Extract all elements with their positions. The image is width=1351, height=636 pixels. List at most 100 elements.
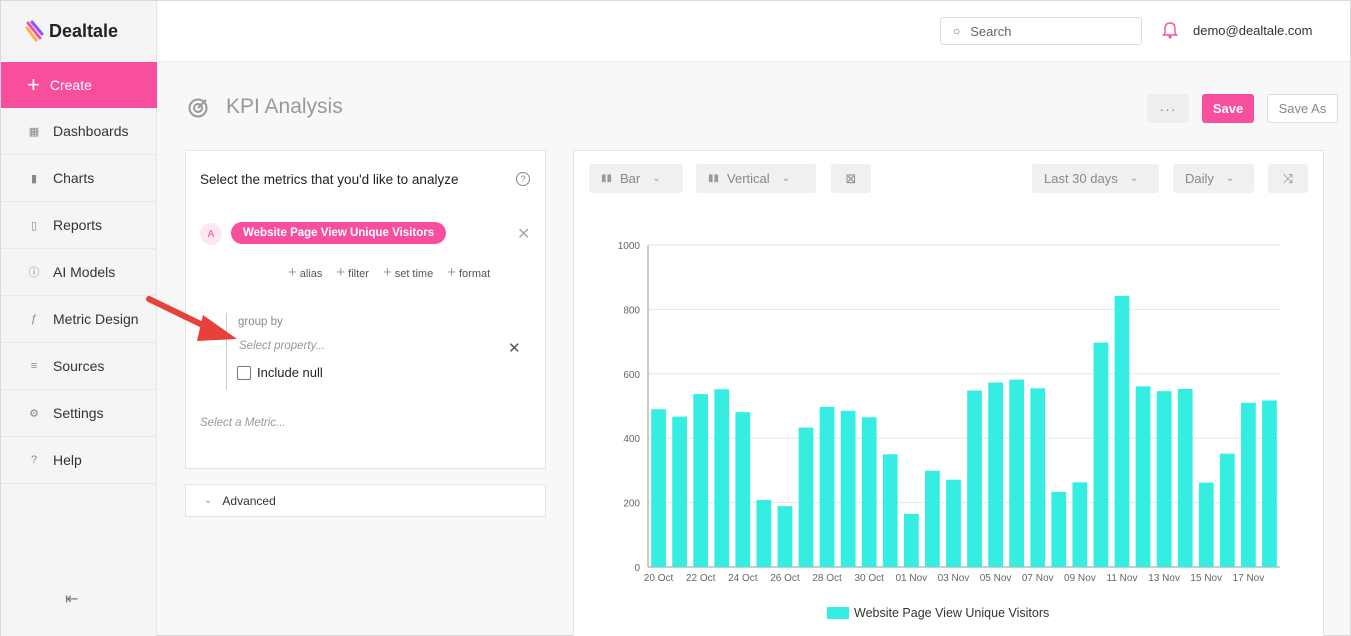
action-label: set time bbox=[394, 268, 434, 280]
bar bbox=[756, 500, 772, 567]
date-range-label: Last 30 days bbox=[1044, 171, 1118, 186]
x-tick-label: 24 Oct bbox=[728, 573, 758, 584]
x-tick-label: 15 Nov bbox=[1190, 573, 1222, 584]
x-tick-label: 30 Oct bbox=[854, 573, 884, 584]
remove-group-by-icon[interactable]: ✕ bbox=[508, 340, 521, 357]
bell-icon[interactable] bbox=[1162, 21, 1178, 39]
y-tick-label: 600 bbox=[623, 370, 640, 381]
format-action[interactable]: + format bbox=[447, 264, 490, 281]
export-image-icon: ⊠ bbox=[845, 170, 857, 186]
checkbox-box[interactable] bbox=[237, 365, 251, 380]
remove-metric-icon[interactable]: ✕ bbox=[517, 226, 531, 243]
sidebar-item-label: AI Models bbox=[53, 264, 116, 280]
sidebar-item-label: Dashboards bbox=[53, 123, 129, 139]
metric-selection-panel: Select the metrics that you'd like to an… bbox=[185, 150, 546, 469]
help-icon[interactable]: ? bbox=[516, 172, 530, 186]
y-tick-label: 200 bbox=[623, 499, 640, 510]
bar bbox=[1241, 402, 1256, 567]
filter-action[interactable]: + filter bbox=[336, 264, 369, 281]
action-label: format bbox=[458, 268, 491, 280]
create-label: Create bbox=[49, 77, 92, 93]
y-tick-label: 400 bbox=[623, 434, 640, 445]
document-icon: ▯ bbox=[30, 219, 38, 232]
bar bbox=[925, 470, 940, 567]
sidebar-item-label: Settings bbox=[53, 405, 104, 421]
logo[interactable]: Dealtale bbox=[1, 1, 156, 61]
page-title: KPI Analysis bbox=[226, 95, 343, 118]
alias-action[interactable]: + alias bbox=[288, 264, 322, 281]
x-tick-label: 22 Oct bbox=[686, 573, 716, 584]
database-icon: ≡ bbox=[30, 360, 38, 372]
sidebar-item-label: Metric Design bbox=[53, 311, 139, 327]
save-as-button[interactable]: Save As bbox=[1267, 94, 1338, 123]
sidebar-item-label: Reports bbox=[53, 217, 103, 233]
bar bbox=[1030, 388, 1046, 567]
chevron-down-icon: ⌄ bbox=[652, 173, 661, 184]
plus-icon: + bbox=[336, 264, 346, 281]
user-email[interactable]: demo@dealtale.com bbox=[1193, 23, 1313, 38]
compare-button[interactable]: ⤨ bbox=[1268, 164, 1308, 193]
legend-label: Website Page View Unique Visitors bbox=[854, 606, 1049, 620]
orientation-dropdown[interactable]: ▮▮ Vertical ⌄ bbox=[696, 164, 816, 193]
sidebar-item-dashboards[interactable]: ▦ Dashboards bbox=[1, 108, 157, 155]
bar-chart-icon: ▮ bbox=[30, 172, 38, 185]
more-options-button[interactable]: ··· bbox=[1147, 94, 1189, 123]
chart-type-dropdown[interactable]: ▮▮ Bar ⌄ bbox=[589, 164, 683, 193]
export-button[interactable]: ⊠ bbox=[831, 164, 871, 193]
bar bbox=[1135, 386, 1151, 567]
sidebar-item-charts[interactable]: ▮ Charts bbox=[1, 155, 157, 202]
sidebar-item-reports[interactable]: ▯ Reports bbox=[1, 202, 157, 249]
x-tick-label: 28 Oct bbox=[812, 573, 842, 584]
date-range-dropdown[interactable]: Last 30 days ⌄ bbox=[1032, 164, 1159, 193]
create-button[interactable]: + Create bbox=[1, 62, 157, 108]
sidebar-nav: ▦ Dashboards ▮ Charts ▯ Reports ⓘ AI Models … bbox=[1, 108, 157, 484]
bar bbox=[1219, 453, 1235, 567]
bar bbox=[882, 454, 898, 567]
sidebar-item-sources[interactable]: ≡ Sources bbox=[1, 343, 157, 390]
bar bbox=[1177, 388, 1193, 567]
bar-chart: 0 200 400 600 800 1000 20 Oct 22 Oct 24 Oct 26 Oc… bbox=[618, 241, 1280, 620]
topbar: ○ Search demo@dealtale.com bbox=[158, 1, 1350, 62]
bar bbox=[1156, 391, 1172, 567]
sidebar-item-settings[interactable]: ⚙ Settings bbox=[1, 390, 157, 437]
plus-icon: + bbox=[447, 264, 456, 281]
select-metric-input[interactable]: Select a Metric... bbox=[200, 417, 286, 429]
action-label: filter bbox=[348, 268, 369, 280]
y-tick-label: 1000 bbox=[618, 241, 641, 252]
search-input[interactable]: ○ Search bbox=[940, 17, 1142, 45]
sidebar-item-help[interactable]: ? Help bbox=[1, 437, 157, 484]
sidebar-item-ai-models[interactable]: ⓘ AI Models bbox=[1, 249, 157, 296]
metric-letter-badge: A bbox=[200, 223, 222, 245]
x-tick-label: 05 Nov bbox=[980, 573, 1012, 584]
bar bbox=[1072, 482, 1088, 567]
bar bbox=[1009, 379, 1025, 567]
function-icon: ƒ bbox=[30, 313, 38, 325]
sidebar-item-label: Help bbox=[53, 452, 82, 468]
set-time-action[interactable]: + set time bbox=[383, 264, 433, 281]
group-by-label: group by bbox=[238, 316, 283, 328]
save-button[interactable]: Save bbox=[1202, 94, 1254, 123]
collapse-sidebar-icon[interactable]: ⇤ bbox=[65, 591, 79, 608]
advanced-label: Advanced bbox=[222, 493, 276, 508]
bar-chart-icon: ▮▮ bbox=[601, 173, 613, 184]
sidebar: Dealtale + Create ▦ Dashboards ▮ Charts ▯ R… bbox=[1, 1, 157, 636]
x-tick-label: 09 Nov bbox=[1064, 573, 1096, 584]
sidebar-item-metric-design[interactable]: ƒ Metric Design bbox=[1, 296, 157, 343]
bar bbox=[693, 394, 709, 567]
bar bbox=[819, 406, 835, 567]
include-null-checkbox[interactable]: Include null bbox=[237, 365, 323, 380]
group-by-divider bbox=[226, 313, 227, 390]
dealtale-logo-icon bbox=[25, 20, 44, 42]
chart-type-label: Bar bbox=[620, 171, 641, 186]
x-tick-label: 07 Nov bbox=[1022, 573, 1054, 584]
action-label: alias bbox=[299, 268, 323, 280]
metric-chip[interactable]: Website Page View Unique Visitors bbox=[231, 222, 447, 244]
select-property-input[interactable]: Select property... bbox=[239, 340, 326, 352]
shuffle-off-icon: ⤨ bbox=[1282, 170, 1294, 186]
app-name: Dealtale bbox=[49, 20, 119, 41]
advanced-section-toggle[interactable]: ⌄ Advanced bbox=[185, 484, 546, 517]
bar bbox=[714, 389, 730, 567]
include-null-label: Include null bbox=[257, 365, 323, 380]
gear-icon: ⚙ bbox=[29, 407, 39, 420]
granularity-dropdown[interactable]: Daily ⌄ bbox=[1173, 164, 1254, 193]
